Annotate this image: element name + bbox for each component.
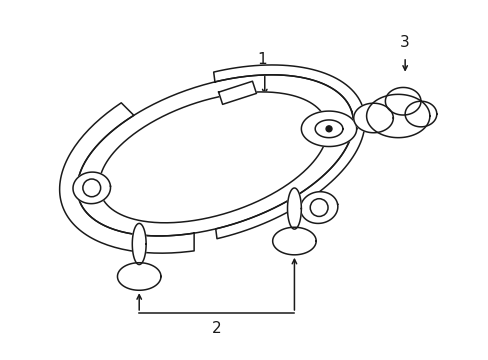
Polygon shape	[405, 101, 436, 127]
Polygon shape	[218, 81, 256, 104]
Polygon shape	[315, 120, 342, 138]
Polygon shape	[272, 227, 316, 255]
Polygon shape	[301, 111, 356, 147]
Circle shape	[82, 179, 101, 197]
Polygon shape	[300, 192, 337, 224]
Polygon shape	[213, 65, 365, 239]
Polygon shape	[99, 92, 327, 223]
Polygon shape	[77, 75, 353, 236]
Circle shape	[309, 199, 327, 216]
Polygon shape	[353, 103, 392, 133]
Polygon shape	[117, 263, 161, 290]
Text: 3: 3	[400, 35, 409, 50]
Text: 2: 2	[212, 321, 221, 336]
Polygon shape	[366, 94, 429, 138]
Polygon shape	[73, 172, 110, 204]
Circle shape	[325, 126, 331, 132]
Text: 1: 1	[257, 52, 266, 67]
Polygon shape	[385, 87, 420, 115]
Polygon shape	[132, 224, 146, 265]
Polygon shape	[287, 188, 301, 229]
Polygon shape	[60, 103, 194, 253]
